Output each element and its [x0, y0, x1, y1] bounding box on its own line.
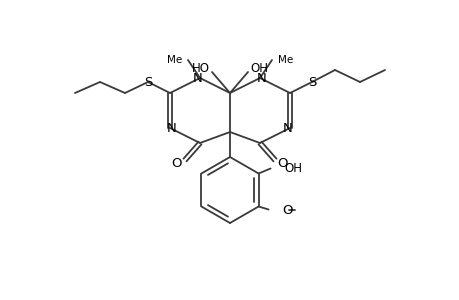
Text: N: N: [257, 71, 266, 85]
Text: O: O: [171, 157, 182, 169]
Text: Me: Me: [166, 55, 182, 65]
Text: N: N: [282, 122, 292, 134]
Text: OH: OH: [284, 162, 302, 175]
Text: O: O: [277, 157, 288, 169]
Text: HO: HO: [191, 61, 210, 74]
Text: Me: Me: [277, 55, 293, 65]
Text: S: S: [144, 76, 152, 88]
Text: N: N: [167, 122, 177, 134]
Text: O: O: [282, 204, 292, 217]
Text: S: S: [307, 76, 315, 88]
Text: OH: OH: [249, 61, 268, 74]
Text: N: N: [193, 71, 202, 85]
